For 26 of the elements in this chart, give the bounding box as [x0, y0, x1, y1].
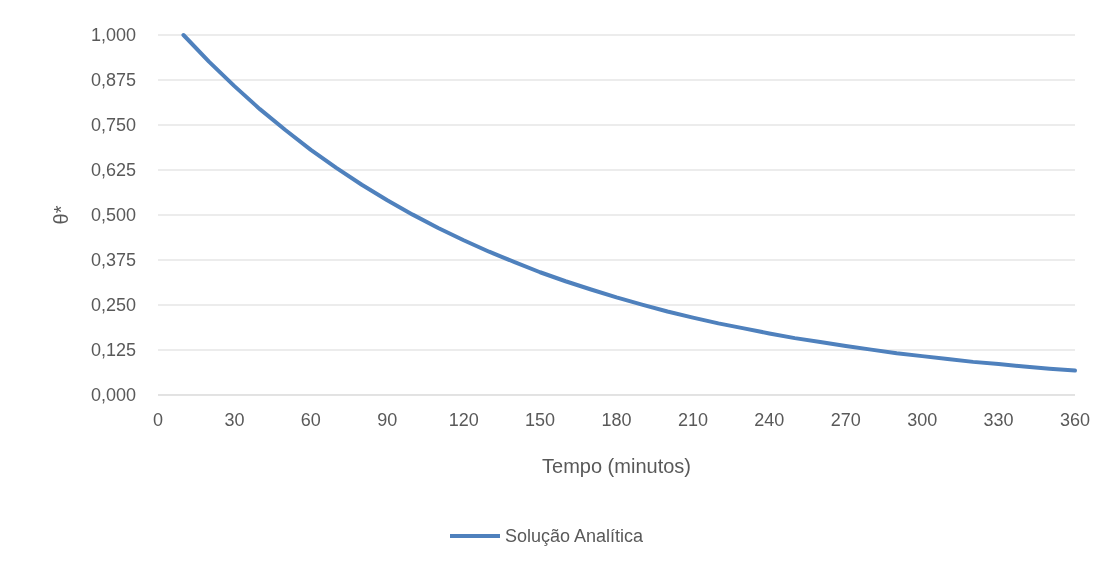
x-tick-label: 60 — [300, 410, 321, 430]
x-tick-label: 360 — [1059, 410, 1091, 430]
x-tick-label: 330 — [983, 410, 1014, 430]
x-tick-label: 300 — [907, 410, 938, 430]
x-tick-label: 150 — [525, 410, 556, 430]
x-tick-label: 120 — [448, 410, 479, 430]
line-series — [181, 33, 1077, 373]
y-tick-label: 1,000 — [90, 25, 136, 46]
y-tick-label: 0,125 — [90, 340, 136, 361]
y-tick-label: 0,250 — [90, 295, 136, 316]
y-tick-label: 0,000 — [90, 385, 136, 406]
x-tick-label: 270 — [830, 410, 861, 430]
y-tick-label: 0,375 — [90, 250, 136, 271]
x-tick-label: 30 — [224, 410, 245, 430]
x-axis-title: Tempo (minutos) — [542, 455, 691, 477]
x-tick-label: 240 — [754, 410, 785, 430]
legend-label: Solução Analítica — [505, 526, 645, 547]
y-tick-label: 0,750 — [90, 115, 136, 136]
y-tick-label: 0,875 — [90, 70, 136, 91]
x-tick-label: 90 — [377, 410, 398, 430]
y-tick-label: 0,500 — [90, 205, 136, 226]
x-tick-label: 210 — [677, 410, 708, 430]
y-axis-title: θ* — [50, 205, 72, 225]
y-tick-label: 0,625 — [90, 160, 136, 181]
x-tick-label: 180 — [601, 410, 632, 430]
x-tick-label: 0 — [152, 410, 164, 430]
